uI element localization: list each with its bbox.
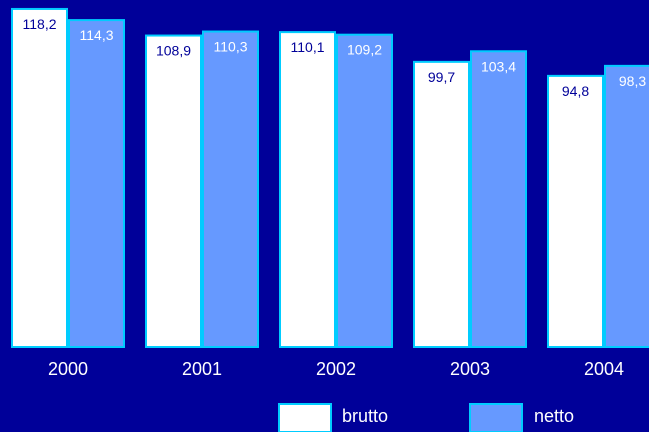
bar-netto-2004 [604, 64, 649, 348]
x-tick-label-2002: 2002 [316, 359, 356, 379]
legend-swatch-brutto [278, 403, 332, 432]
value-label-brutto-2002: 110,1 [291, 39, 325, 55]
x-tick-label-2003: 2003 [450, 359, 490, 379]
value-label-netto-2001: 110,3 [214, 39, 248, 55]
x-tick-labels-group: 2000 2001 2002 2003 2004 [48, 359, 624, 379]
legend-label-brutto: brutto [342, 406, 388, 426]
legend-swatch-netto [469, 403, 523, 432]
bars-group [11, 7, 649, 349]
bar-brutto-2001 [145, 34, 202, 349]
bar-netto-2000 [68, 19, 125, 349]
bar-brutto-2002 [279, 31, 336, 348]
value-label-brutto-2004: 94,8 [562, 83, 589, 99]
value-label-netto-2003: 103,4 [481, 58, 516, 74]
value-label-netto-2000: 114,3 [80, 27, 114, 43]
bar-brutto-2004 [547, 74, 604, 348]
x-tick-label-2000: 2000 [48, 359, 88, 379]
value-label-netto-2004: 98,3 [619, 73, 646, 89]
value-label-brutto-2001: 108,9 [156, 43, 191, 59]
value-labels-group: 118,2 114,3 108,9 110,3 110,1 109,2 99,7 103,4 9… [23, 16, 647, 99]
bar-netto-2003 [470, 50, 527, 348]
value-label-netto-2002: 109,2 [347, 42, 382, 58]
legend-label-netto: netto [534, 406, 574, 426]
x-tick-label-2004: 2004 [584, 359, 624, 379]
value-label-brutto-2000: 118,2 [23, 16, 57, 32]
legend: brutto netto [278, 403, 574, 432]
x-tick-label-2001: 2001 [182, 359, 222, 379]
bar-netto-2001 [202, 30, 259, 349]
bar-netto-2002 [336, 33, 393, 349]
bar-brutto-2003 [413, 60, 470, 348]
value-label-brutto-2003: 99,7 [428, 69, 455, 85]
bar-brutto-2000 [11, 7, 68, 349]
